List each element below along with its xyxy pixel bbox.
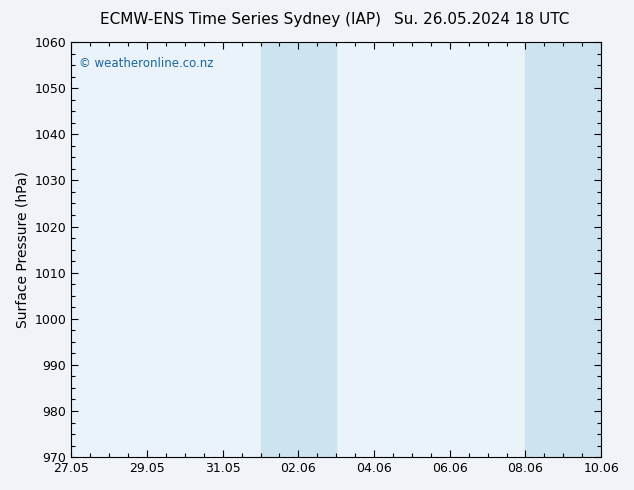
Text: © weatheronline.co.nz: © weatheronline.co.nz xyxy=(79,56,214,70)
Y-axis label: Surface Pressure (hPa): Surface Pressure (hPa) xyxy=(15,171,29,328)
Text: Su. 26.05.2024 18 UTC: Su. 26.05.2024 18 UTC xyxy=(394,12,569,27)
Bar xyxy=(261,42,336,457)
Text: ECMW-ENS Time Series Sydney (IAP): ECMW-ENS Time Series Sydney (IAP) xyxy=(100,12,382,27)
Bar xyxy=(526,42,601,457)
